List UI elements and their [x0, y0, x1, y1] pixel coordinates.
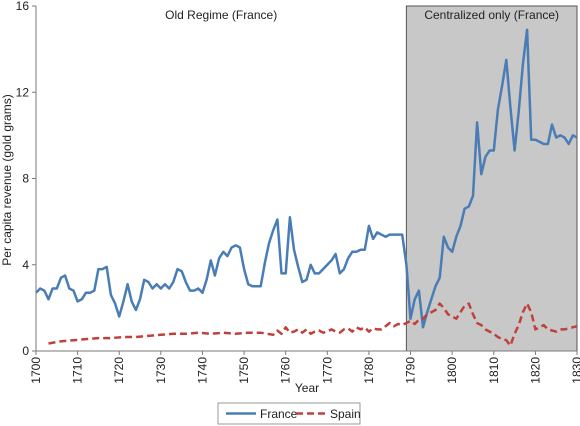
y-tick-label: 12	[16, 85, 30, 99]
region-label-old-regime: Old Regime (France)	[165, 8, 277, 22]
x-tick-label: 1750	[237, 357, 251, 384]
region-label-centralized: Centralized only (France)	[424, 8, 559, 22]
series-layer	[35, 28, 578, 347]
series-line-france	[35, 28, 578, 329]
shaded-region	[405, 5, 578, 352]
x-tick-label: 1770	[320, 357, 334, 384]
legend-box	[217, 402, 361, 425]
y-tick-label: 16	[16, 0, 30, 13]
y-axis-title: Per capita revenue (gold grams)	[0, 94, 14, 265]
x-tick-label: 1710	[71, 357, 85, 384]
x-tick-labels: 1700 1710 1720 1730 1740 1750 1760 1770 1780 1790…	[29, 351, 580, 384]
y-tick-label: 4	[22, 258, 29, 272]
legend: France Spain	[217, 402, 361, 425]
plot-regions	[36, 5, 578, 352]
x-tick-label: 1790	[404, 357, 418, 384]
x-tick-label: 1760	[279, 357, 293, 384]
x-tick-label: 1830	[570, 357, 580, 384]
legend-label-spain: Spain	[330, 407, 361, 421]
x-tick-label: 1800	[445, 357, 459, 384]
y-tick-labels: 0 4 8 12 16	[16, 0, 36, 358]
y-tick-label: 8	[22, 172, 29, 186]
y-tick-label: 0	[22, 344, 29, 358]
x-tick-label: 1720	[112, 357, 126, 384]
x-tick-label: 1810	[487, 357, 501, 384]
x-axis-title: Year	[295, 381, 319, 395]
legend-label-france: France	[260, 407, 298, 421]
series-line-spain	[48, 302, 578, 347]
x-tick-label: 1740	[195, 357, 209, 384]
x-tick-label: 1730	[154, 357, 168, 384]
x-tick-label: 1820	[528, 357, 542, 384]
x-tick-label: 1780	[362, 357, 376, 384]
x-tick-label: 1700	[29, 357, 43, 384]
